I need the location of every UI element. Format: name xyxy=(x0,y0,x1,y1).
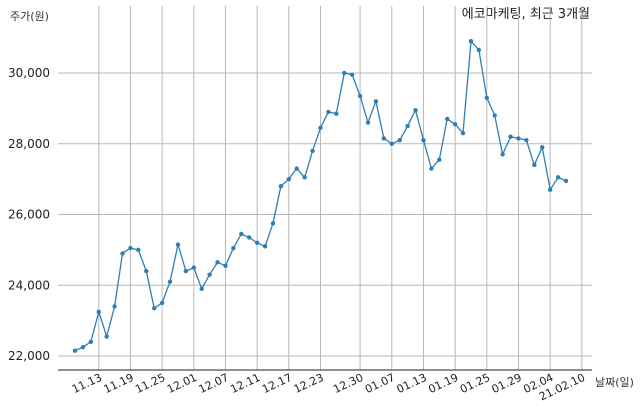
data-point xyxy=(413,107,418,113)
data-point xyxy=(357,93,363,99)
data-point xyxy=(302,175,307,180)
data-point xyxy=(112,304,117,309)
data-point xyxy=(397,138,402,143)
data-point xyxy=(270,221,276,226)
data-point xyxy=(326,109,331,115)
data-point xyxy=(199,286,204,291)
data-point xyxy=(381,136,387,141)
data-point xyxy=(175,242,181,247)
data-point xyxy=(429,166,434,171)
data-point xyxy=(72,348,78,353)
data-point xyxy=(128,245,133,251)
data-point xyxy=(96,309,101,314)
data-point xyxy=(563,178,569,184)
data-point xyxy=(484,95,490,100)
y-tick-label: 28,000 xyxy=(8,137,50,151)
y-tick-label: 22,000 xyxy=(8,349,50,363)
data-point xyxy=(318,125,323,131)
grid-lines xyxy=(58,6,592,370)
data-point xyxy=(223,263,228,268)
data-point xyxy=(500,152,505,157)
y-tick-labels: 22,000 24,000 26,000 28,000 30,000 xyxy=(8,66,50,363)
x-tick-label: 12.07 xyxy=(197,371,231,396)
data-point xyxy=(159,300,165,306)
data-point xyxy=(294,166,299,171)
data-point xyxy=(310,148,315,154)
data-point xyxy=(445,116,450,122)
x-tick-label: 01.29 xyxy=(490,371,524,396)
x-tick-label: 01.19 xyxy=(426,371,460,396)
data-point xyxy=(207,272,212,277)
x-tick-label: 11.25 xyxy=(133,371,167,396)
x-tick-label: 01.13 xyxy=(395,371,429,396)
data-point xyxy=(239,231,244,237)
data-point xyxy=(492,113,497,118)
data-point xyxy=(437,157,442,162)
data-point xyxy=(516,136,521,141)
x-tick-label: 11.19 xyxy=(102,371,136,396)
data-point xyxy=(532,162,537,168)
y-tick-label: 30,000 xyxy=(8,66,50,80)
y-tick-label: 26,000 xyxy=(8,208,50,222)
data-point xyxy=(80,344,86,350)
x-tick-label: 12.01 xyxy=(165,371,199,396)
data-point xyxy=(524,138,529,143)
data-point xyxy=(247,235,252,240)
data-point xyxy=(144,268,149,274)
x-axis-label: 날짜(일) xyxy=(595,375,634,389)
y-axis-label: 주가(원) xyxy=(10,10,49,23)
x-tick-label: 12.30 xyxy=(331,371,365,396)
data-point xyxy=(215,260,220,265)
data-point xyxy=(405,123,410,129)
data-point xyxy=(88,339,94,345)
data-point xyxy=(349,72,355,77)
data-point xyxy=(262,244,268,249)
data-point xyxy=(540,145,545,150)
data-point xyxy=(547,187,553,192)
data-point xyxy=(254,240,260,245)
data-point xyxy=(460,130,466,136)
data-point xyxy=(373,99,379,104)
price-series xyxy=(72,38,569,353)
x-tick-labels: 11.1311.1911.2512.0112.0712.1112.1712.23… xyxy=(70,371,587,403)
data-point xyxy=(508,134,513,139)
data-point xyxy=(476,47,482,53)
data-point xyxy=(136,247,141,253)
x-tick-label: 12.17 xyxy=(260,371,294,396)
data-point xyxy=(104,334,109,339)
y-tick-label: 24,000 xyxy=(8,278,50,292)
data-point xyxy=(286,176,292,182)
data-point xyxy=(389,141,394,146)
data-point xyxy=(167,279,173,284)
data-point xyxy=(365,120,371,125)
data-point xyxy=(452,122,458,127)
x-tick-label: 01.25 xyxy=(458,371,492,396)
x-tick-label: 11.13 xyxy=(70,371,104,396)
data-point xyxy=(191,265,196,270)
chart-title: 에코마케팅, 최근 3개월 xyxy=(462,7,590,22)
data-point xyxy=(421,138,426,143)
x-tick-label: 01.07 xyxy=(363,371,397,396)
data-point xyxy=(231,245,236,251)
data-point xyxy=(278,184,284,189)
data-point xyxy=(151,306,157,311)
data-point xyxy=(334,111,339,116)
data-point xyxy=(120,251,125,256)
data-point xyxy=(555,175,561,180)
x-tick-label: 12.23 xyxy=(292,371,326,396)
data-point xyxy=(342,70,347,76)
x-tick-label: 12.11 xyxy=(228,371,262,396)
data-point xyxy=(468,38,474,44)
data-point xyxy=(183,268,189,274)
